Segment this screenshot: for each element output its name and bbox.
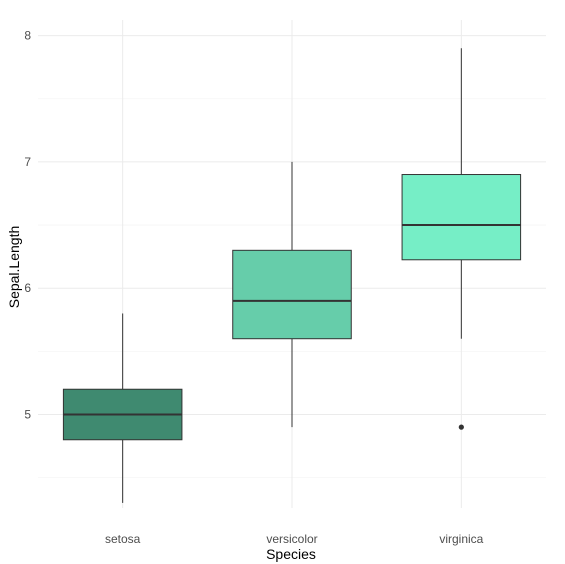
y-tick-label: 6 bbox=[24, 281, 31, 295]
x-tick-label: setosa bbox=[105, 532, 141, 546]
x-axis-title: Species bbox=[266, 546, 316, 562]
y-tick-label: 7 bbox=[24, 155, 31, 169]
y-tick-label: 8 bbox=[24, 29, 31, 43]
box-virginica bbox=[401, 48, 522, 430]
x-axis-ticks: setosa versicolor virginica bbox=[105, 532, 484, 546]
outlier-point bbox=[458, 424, 464, 430]
box-versicolor bbox=[232, 161, 352, 428]
x-tick-label: virginica bbox=[439, 532, 483, 546]
y-tick-label: 5 bbox=[24, 408, 31, 422]
boxes bbox=[62, 48, 522, 503]
y-axis-title: Sepal.Length bbox=[6, 226, 22, 309]
x-tick-label: versicolor bbox=[266, 532, 317, 546]
iqr-box bbox=[401, 174, 522, 261]
box-setosa bbox=[62, 313, 183, 503]
y-axis-ticks: 5 6 7 8 bbox=[24, 29, 31, 422]
iqr-box bbox=[232, 249, 352, 340]
